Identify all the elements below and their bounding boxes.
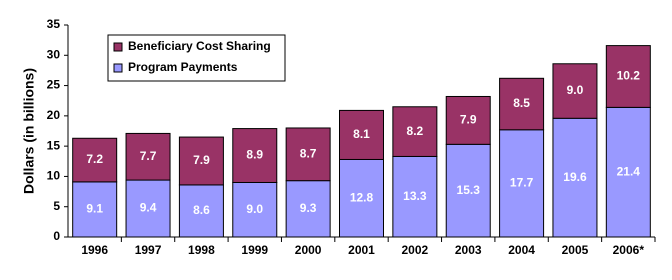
bar-segment: [125, 132, 171, 181]
y-tick-label: 0: [53, 229, 60, 243]
x-tick-label: 2006*: [613, 243, 645, 257]
value-label: 9.0: [567, 83, 584, 97]
bar-segment: [499, 77, 545, 131]
value-label: 7.2: [86, 152, 103, 166]
x-tick-label: 1996: [81, 243, 108, 257]
bar-segment: [339, 158, 384, 238]
legend-label: Program Payments: [128, 60, 238, 74]
value-label: 7.7: [140, 149, 157, 163]
value-label: 8.1: [353, 127, 370, 141]
y-tick-label: 15: [47, 138, 61, 152]
y-tick-label: 30: [47, 47, 61, 61]
value-label: 9.3: [300, 201, 317, 215]
bar-segment: [499, 129, 545, 238]
y-tick-label: 10: [47, 169, 61, 183]
x-tick-label: 2004: [508, 243, 535, 257]
bar-segment: [178, 184, 224, 238]
bar-segment: [445, 143, 491, 238]
x-tick-label: 2005: [562, 243, 589, 257]
x-tick-label: 2002: [402, 243, 429, 257]
y-tick-label: 25: [47, 78, 61, 92]
bar-segment: [392, 155, 438, 238]
value-label: 7.9: [193, 153, 210, 167]
legend-swatch: [113, 63, 123, 73]
bar-segment: [392, 106, 438, 157]
bar-segment: [72, 181, 118, 238]
bar-segment: [285, 127, 331, 182]
value-label: 19.6: [563, 170, 587, 184]
bar-segment: [552, 63, 598, 119]
value-label: 13.3: [403, 189, 427, 203]
value-label: 7.9: [460, 113, 477, 127]
bar-segment: [552, 117, 598, 238]
value-label: 12.8: [350, 190, 374, 204]
y-tick-label: 5: [53, 199, 60, 213]
bar-segment: [178, 136, 224, 186]
bar-segment: [72, 137, 118, 183]
value-label: 8.6: [193, 203, 210, 217]
value-label: 9.4: [140, 201, 157, 215]
bar-segment: [285, 180, 331, 238]
x-tick-label: 1998: [188, 243, 215, 257]
y-tick-label: 35: [47, 17, 61, 31]
y-axis-label: Dollars (in billions): [21, 68, 37, 194]
value-label: 17.7: [510, 176, 534, 190]
legend-swatch: [113, 42, 123, 52]
legend-box: [107, 34, 286, 82]
bar-segment: [339, 109, 384, 160]
value-label: 15.3: [457, 183, 481, 197]
x-tick-label: 2003: [455, 243, 482, 257]
value-label: 8.5: [513, 96, 530, 110]
bar-segment: [232, 181, 278, 238]
value-label: 9.1: [86, 202, 103, 216]
value-label: 8.9: [246, 148, 263, 162]
value-label: 8.7: [300, 146, 317, 160]
value-label: 9.0: [246, 202, 263, 216]
x-tick-label: 1997: [135, 243, 162, 257]
bar-segment: [232, 128, 278, 183]
bar-segment: [445, 95, 491, 145]
y-tick-label: 20: [47, 108, 61, 122]
bar-segment: [605, 45, 651, 108]
value-label: 21.4: [617, 164, 641, 178]
value-label: 10.2: [617, 69, 641, 83]
x-tick-label: 1999: [241, 243, 268, 257]
x-tick-label: 2001: [348, 243, 375, 257]
value-label: 8.2: [407, 124, 424, 138]
legend-label: Beneficiary Cost Sharing: [128, 39, 271, 53]
x-tick-label: 2000: [295, 243, 322, 257]
